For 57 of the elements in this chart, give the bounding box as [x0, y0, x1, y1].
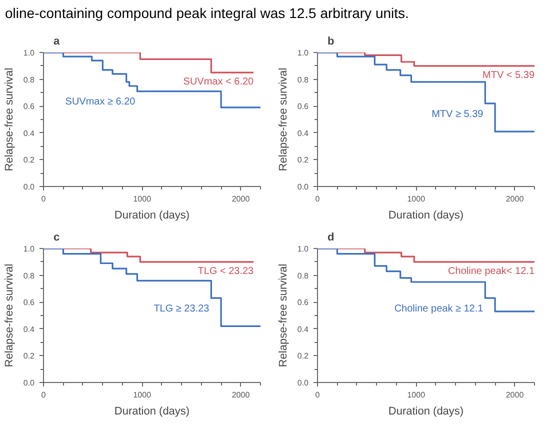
x-axis-title: Duration (days) [114, 406, 190, 418]
y-tick-label: 1.0 [23, 48, 36, 58]
y-tick-label: 1.0 [297, 48, 310, 58]
series-label: TLG ≥ 23.23 [154, 303, 210, 314]
chart-title: b [328, 36, 334, 48]
y-tick-label: 0.8 [23, 75, 36, 84]
chart-title: a [54, 36, 60, 48]
y-tick-label: 0.4 [23, 128, 36, 138]
x-tick-label: 2000 [506, 194, 524, 204]
y-tick-label: 0.8 [23, 271, 36, 280]
y-axis-title: Relapse-free survival [3, 264, 16, 368]
y-tick-label: 0.0 [23, 378, 36, 388]
y-tick-label: 0.8 [297, 271, 310, 280]
y-axis-title: Relapse-free survival [277, 264, 290, 368]
x-tick-label: 1000 [407, 194, 426, 204]
x-tick-label: 2000 [506, 390, 524, 400]
x-axis-title: Duration (days) [388, 406, 464, 418]
y-tick-label: 0.2 [297, 352, 310, 361]
y-tick-label: 1.0 [297, 244, 310, 254]
y-tick-label: 0.6 [23, 298, 36, 308]
x-tick-label: 2000 [232, 390, 250, 400]
y-tick-label: 0.4 [297, 324, 310, 334]
chart-title: d [328, 232, 334, 244]
chart-title: c [54, 232, 60, 244]
x-tick-label: 1000 [133, 194, 152, 204]
series-label: MTV ≥ 5.39 [432, 108, 484, 120]
x-tick-label: 0 [41, 194, 46, 204]
x-tick-label: 0 [315, 390, 320, 400]
series-label: Choline peak ≥ 12.1 [394, 303, 484, 314]
x-tick-label: 0 [315, 194, 320, 204]
y-tick-label: 0.6 [297, 298, 310, 308]
text: oline-containing compound peak integral was 12.5 arbitrary units. [5, 5, 409, 21]
x-tick-label: 1000 [133, 390, 152, 400]
y-tick-label: 0.2 [297, 156, 310, 165]
y-tick-label: 0.0 [297, 182, 310, 192]
x-tick-label: 0 [41, 390, 46, 400]
x-axis-title: Duration (days) [388, 210, 464, 222]
series-label: TLG < 23.23 [198, 266, 254, 277]
y-tick-label: 0.4 [23, 324, 36, 334]
x-axis-title: Duration (days) [114, 210, 190, 222]
series-label: SUVmax ≥ 6.20 [65, 96, 136, 108]
y-axis-title: Relapse-free survival [3, 68, 16, 172]
y-tick-label: 0.2 [23, 156, 36, 165]
y-tick-label: 0.6 [297, 102, 310, 112]
series-label: Choline peak< 12.1 [448, 266, 535, 277]
y-tick-label: 0.0 [23, 182, 36, 192]
series-label: SUVmax < 6.20 [183, 76, 254, 88]
x-tick-label: 1000 [407, 390, 426, 400]
x-tick-label: 2000 [232, 194, 250, 204]
y-tick-label: 0.6 [23, 102, 36, 112]
y-axis-title: Relapse-free survival [277, 68, 290, 172]
y-tick-label: 0.2 [23, 352, 36, 361]
y-tick-label: 0.0 [297, 378, 310, 388]
y-tick-label: 0.4 [297, 128, 310, 138]
series-label: MTV < 5.39 [482, 70, 535, 81]
y-tick-label: 0.8 [297, 75, 310, 84]
y-tick-label: 1.0 [23, 244, 36, 254]
